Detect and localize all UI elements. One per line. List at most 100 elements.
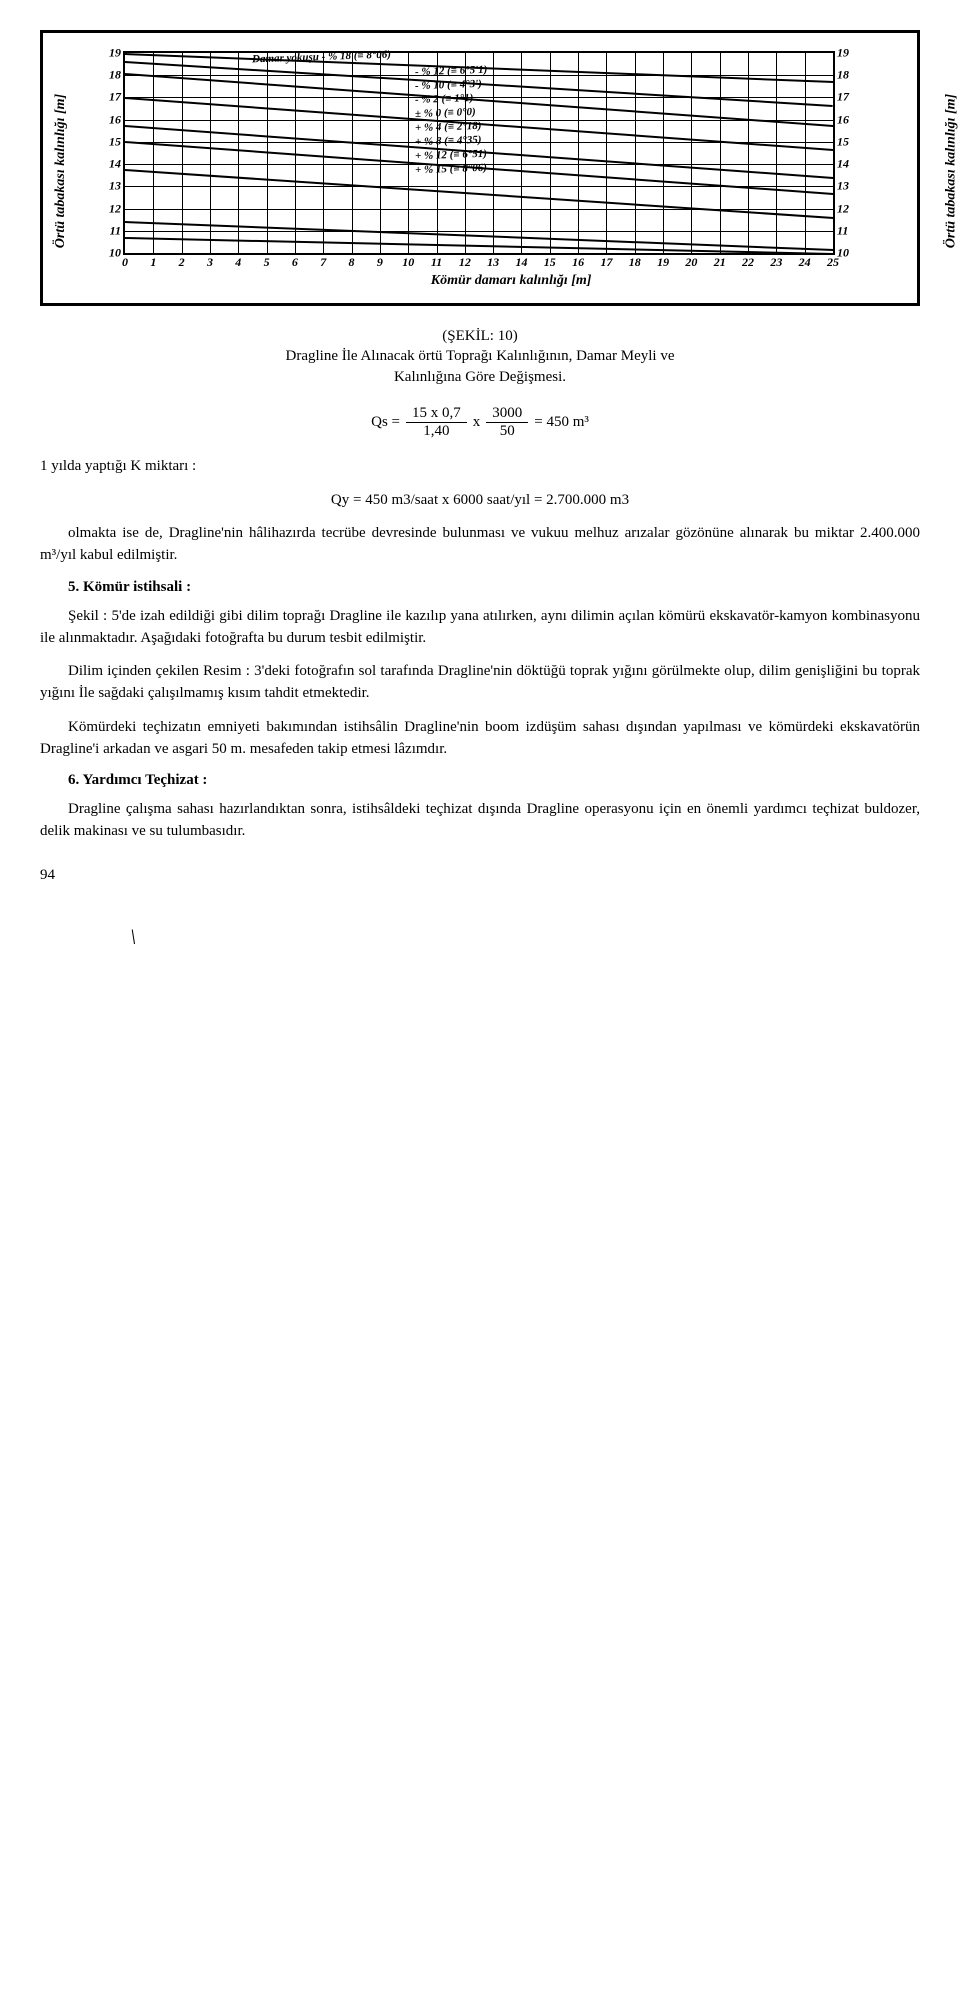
- chart-line-label: ± % 0 (≡ 0°0): [415, 106, 476, 120]
- chart-line-label: + % 4 (≡ 2°18): [415, 120, 482, 134]
- paragraph-3: Dilim içinden çekilen Resim : 3'deki fot…: [40, 661, 920, 705]
- grid-vertical: [606, 53, 607, 253]
- figure-frame: Örtü tabakası kalınlığı [m] Örtü tabakas…: [40, 30, 920, 306]
- caption-line3: Kalınlığına Göre Değişmesi.: [394, 369, 566, 385]
- formula-den2: 50: [486, 422, 528, 440]
- x-tick-label: 24: [799, 255, 811, 270]
- y-tick-left: 17: [97, 90, 121, 105]
- x-tick-label: 10: [402, 255, 414, 270]
- x-tick-label: 16: [572, 255, 584, 270]
- y-tick-right: 15: [837, 134, 849, 149]
- paragraph-1: olmakta ise de, Dragline'nin hâlihazırda…: [40, 523, 920, 567]
- y-tick-left: 14: [97, 157, 121, 172]
- chart-line-label: - % 2 (≡ 1°1): [415, 92, 474, 106]
- y-tick-left: 16: [97, 112, 121, 127]
- caption-line1: (ŞEKİL: 10): [442, 328, 517, 344]
- chart-plot-area: Kömür damarı kalınlığı [m] 0123456789101…: [123, 51, 835, 255]
- x-tick-label: 2: [179, 255, 185, 270]
- grid-vertical: [323, 53, 324, 253]
- x-tick-label: 3: [207, 255, 213, 270]
- figure-inner: Örtü tabakası kalınlığı [m] Örtü tabakas…: [91, 51, 887, 291]
- chart-line-label: + % 15 (≡ 8°06): [415, 162, 487, 177]
- y-tick-left: 13: [97, 179, 121, 194]
- grid-vertical: [352, 53, 353, 253]
- formula-num2: 3000: [486, 405, 528, 423]
- grid-vertical: [805, 53, 806, 253]
- one-year-label: 1 yılda yaptığı K miktarı :: [40, 456, 920, 478]
- x-tick-label: 8: [349, 255, 355, 270]
- chart-line-label: + % 8 (≡ 4°35): [415, 134, 482, 148]
- heading-5: 5. Kömür istihsali :: [40, 579, 920, 596]
- x-tick-label: 14: [515, 255, 527, 270]
- grid-vertical: [521, 53, 522, 253]
- x-tick-label: 4: [235, 255, 241, 270]
- page-number: 94: [40, 867, 920, 884]
- chart-line-label: - % 12 (≡ 6°5'1): [415, 64, 488, 79]
- grid-vertical: [776, 53, 777, 253]
- grid-vertical: [635, 53, 636, 253]
- x-tick-label: 13: [487, 255, 499, 270]
- y-tick-right: 18: [837, 68, 849, 83]
- chart-line-label: - % 10 (≡ 4°3'): [415, 78, 482, 92]
- formula-mid: x: [467, 405, 487, 440]
- x-tick-label: 23: [770, 255, 782, 270]
- y-axis-left-title: Örtü tabakası kalınlığı [m]: [53, 94, 69, 248]
- x-tick-label: 15: [544, 255, 556, 270]
- grid-horizontal: [125, 231, 833, 232]
- x-tick-label: 5: [264, 255, 270, 270]
- paragraph-5: Dragline çalışma sahası hazırlandıktan s…: [40, 799, 920, 843]
- y-tick-right: 11: [837, 223, 848, 238]
- figure-caption: (ŞEKİL: 10) Dragline İle Alınacak örtü T…: [40, 326, 920, 387]
- formula-qs: Qs = 15 x 0,7 x 3000 = 450 m³ 1,40 50: [40, 405, 920, 440]
- x-tick-label: 12: [459, 255, 471, 270]
- grid-vertical: [663, 53, 664, 253]
- grid-vertical: [748, 53, 749, 253]
- x-tick-label: 6: [292, 255, 298, 270]
- formula-num1: 15 x 0,7: [406, 405, 467, 423]
- formula-rhs: = 450 m³: [528, 405, 595, 440]
- x-tick-label: 17: [600, 255, 612, 270]
- formula-den1: 1,40: [406, 422, 467, 440]
- x-tick-label: 19: [657, 255, 669, 270]
- paragraph-2: Şekil : 5'de izah edildiği gibi dilim to…: [40, 606, 920, 650]
- grid-vertical: [720, 53, 721, 253]
- caption-line2: Dragline İle Alınacak örtü Toprağı Kalın…: [286, 348, 675, 364]
- grid-vertical: [380, 53, 381, 253]
- y-tick-right: 10: [837, 246, 849, 261]
- paragraph-4: Kömürdeki teçhizatın emniyeti bakımından…: [40, 717, 920, 761]
- x-tick-label: 1: [150, 255, 156, 270]
- x-tick-label: 7: [320, 255, 326, 270]
- y-tick-left: 18: [97, 68, 121, 83]
- y-tick-left: 15: [97, 134, 121, 149]
- y-tick-left: 11: [97, 223, 121, 238]
- grid-vertical: [210, 53, 211, 253]
- y-tick-right: 12: [837, 201, 849, 216]
- x-tick-label: 18: [629, 255, 641, 270]
- x-axis-title: Kömür damarı kalınlığı [m]: [431, 273, 592, 289]
- y-tick-left: 19: [97, 46, 121, 61]
- formula-qy: Qy = 450 m3/saat x 6000 saat/yıl = 2.700…: [40, 490, 920, 512]
- y-tick-right: 17: [837, 90, 849, 105]
- y-axis-right-title: Örtü tabakası kalınlığı [m]: [943, 94, 959, 248]
- x-tick-label: 21: [714, 255, 726, 270]
- grid-vertical: [408, 53, 409, 253]
- chart-line-label: + % 12 (≡ 6°51): [415, 148, 487, 163]
- grid-vertical: [578, 53, 579, 253]
- x-tick-label: 9: [377, 255, 383, 270]
- y-tick-left: 10: [97, 246, 121, 261]
- x-tick-label: 11: [431, 255, 442, 270]
- heading-6: 6. Yardımcı Teçhizat :: [40, 772, 920, 789]
- x-tick-label: 22: [742, 255, 754, 270]
- y-tick-right: 14: [837, 157, 849, 172]
- grid-vertical: [691, 53, 692, 253]
- formula-lhs: Qs =: [365, 405, 406, 440]
- y-tick-right: 13: [837, 179, 849, 194]
- y-tick-right: 16: [837, 112, 849, 127]
- chart-series-line: [125, 169, 833, 219]
- x-tick-label: 20: [685, 255, 697, 270]
- stray-mark: \: [130, 924, 920, 950]
- y-tick-right: 19: [837, 46, 849, 61]
- grid-vertical: [550, 53, 551, 253]
- x-tick-label: 0: [122, 255, 128, 270]
- y-tick-left: 12: [97, 201, 121, 216]
